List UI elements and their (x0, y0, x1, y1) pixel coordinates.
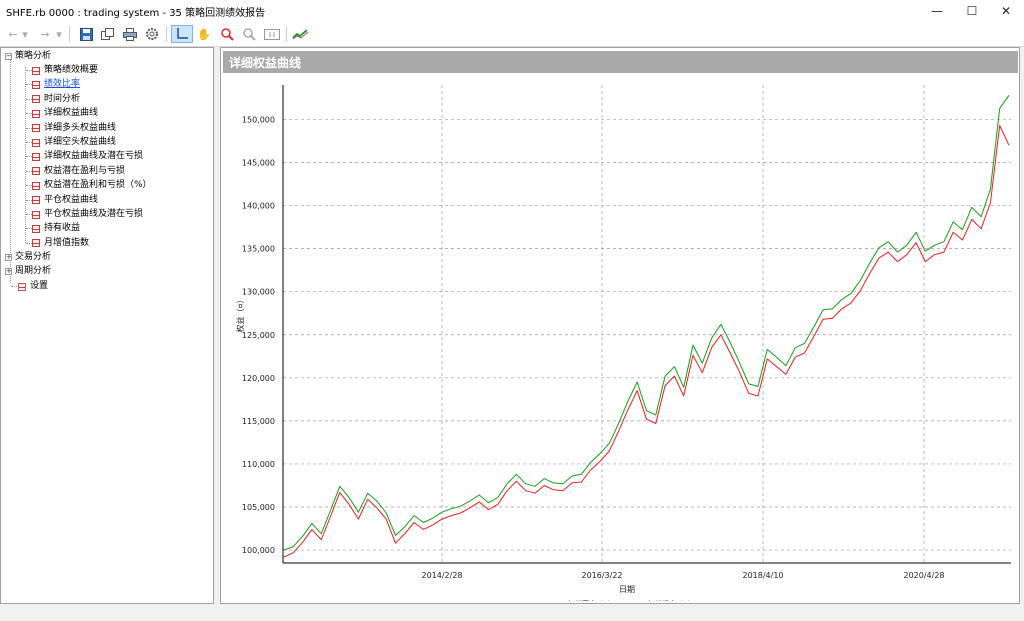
tree-item[interactable]: 权益潜在盈利与亏损 (32, 165, 125, 178)
y-tick-label: 120,000 (242, 374, 275, 383)
tree-item-label: 持有收益 (44, 223, 81, 234)
y-tick-label: 105,000 (242, 503, 275, 512)
table-icon (32, 95, 40, 104)
series-line-1 (283, 125, 1010, 558)
copy-icon[interactable] (99, 25, 117, 43)
chart-icon (32, 196, 40, 205)
tree-item-label: 权益潜在盈利和亏损（%） (44, 180, 152, 191)
tree-item[interactable]: 绩效比率 (32, 78, 80, 91)
chart-icon (32, 181, 40, 190)
tree-node-label: 策略分析 (15, 51, 52, 61)
table-icon (32, 66, 40, 75)
tree-item[interactable]: 详细空头权益曲线 (32, 136, 116, 149)
tree-item[interactable]: 平仓权益曲线 (32, 194, 98, 207)
tree-item[interactable]: 详细权益曲线 (32, 107, 98, 120)
hand-pan-icon[interactable]: ✋ (197, 27, 211, 41)
tree-item[interactable]: 详细多头权益曲线 (32, 122, 116, 135)
forward-dropdown-icon[interactable]: ▾ (56, 27, 62, 41)
zoom-out-icon[interactable] (240, 25, 258, 43)
y-tick-label: 130,000 (242, 288, 275, 297)
equity-report-icon[interactable] (290, 25, 310, 43)
chart-icon (32, 224, 40, 233)
y-tick-label: 145,000 (242, 159, 275, 168)
collapse-icon[interactable]: − (5, 52, 12, 60)
back-arrow-icon[interactable]: ← (8, 27, 18, 41)
window-title: SHFE.rb 0000 : trading system - 35 策略回测绩… (6, 8, 266, 19)
x-tick-label: 2016/3/22 (581, 571, 622, 580)
navigation-tree: − 策略分析 策略绩效概要 绩效比率时间分析详细权益曲线详细多头权益曲线 详细空头权… (0, 47, 214, 604)
tree-item-label: 平仓权益曲线及潜在亏损 (44, 209, 144, 219)
legend-label-0: 权益高点（¤） (568, 599, 614, 601)
chart-icon (32, 210, 40, 219)
tree-node-label: 交易分析 (15, 252, 52, 262)
tree-item[interactable]: 权益潜在盈利和亏损（%） (32, 179, 152, 192)
tree-item[interactable]: 持有收益 (32, 222, 80, 235)
y-tick-label: 150,000 (242, 115, 275, 124)
chart-icon (32, 167, 40, 176)
tree-item-label: 详细权益曲线 (44, 108, 99, 119)
tree-node-trade-analysis[interactable]: + 交易分析 (5, 251, 51, 264)
forward-arrow-icon[interactable]: → (40, 27, 50, 41)
tree-item-label: 策略绩效概要 (44, 65, 99, 75)
toolbar: ← ▾ → ▾ ✋ (0, 22, 1024, 47)
series-line-0 (283, 95, 1010, 551)
y-tick-label: 115,000 (242, 417, 275, 426)
x-tick-label: 2014/2/28 (421, 571, 462, 580)
tree-item[interactable]: 月增值指数 (32, 237, 89, 250)
y-tick-label: 135,000 (242, 245, 275, 254)
tree-node-label: 设置 (30, 281, 49, 291)
chart-icon (32, 239, 40, 248)
zoom-in-icon[interactable] (218, 25, 236, 43)
tree-item-label: 平仓权益曲线 (44, 194, 99, 205)
close-button[interactable]: ✕ (1000, 4, 1012, 18)
tree-node-period-analysis[interactable]: + 周期分析 (5, 265, 51, 278)
tree-item[interactable]: 详细权益曲线及潜在亏损 (32, 150, 143, 163)
chart-icon (32, 138, 40, 147)
x-tick-label: 2018/4/10 (742, 571, 783, 580)
chart-icon (32, 124, 40, 133)
expand-icon[interactable]: + (5, 267, 12, 275)
tree-item-label: 详细多头权益曲线 (44, 122, 117, 133)
back-dropdown-icon[interactable]: ▾ (22, 27, 28, 41)
tree-item-label: 绩效比率 (44, 79, 81, 90)
tree-item[interactable]: 平仓权益曲线及潜在亏损 (32, 208, 143, 221)
gear-icon[interactable] (143, 25, 161, 43)
save-icon[interactable] (77, 25, 95, 43)
grid-icon (18, 282, 26, 291)
fit-view-icon[interactable] (262, 25, 282, 43)
crosshair-cursor-icon[interactable] (171, 25, 193, 43)
tree-item-label: 详细权益曲线及潜在亏损 (44, 151, 144, 162)
maximize-button[interactable]: ☐ (966, 4, 978, 18)
tree-item[interactable]: 时间分析 (32, 93, 80, 106)
chart-icon (32, 109, 40, 118)
y-tick-label: 125,000 (242, 331, 275, 340)
tree-node-label: 周期分析 (15, 266, 52, 276)
y-axis-label: 权益（¤） (235, 295, 245, 332)
report-panel: 详细权益曲线 100,000 105,000 110,000 115,000 120,0… (220, 47, 1020, 604)
y-tick-label: 100,000 (242, 546, 275, 555)
tree-item[interactable]: 策略绩效概要 (32, 64, 98, 77)
tree-item-label: 月增值指数 (44, 237, 90, 248)
panel-title: 详细权益曲线 (229, 56, 302, 70)
tree-item-label: 详细空头权益曲线 (44, 137, 117, 147)
table-icon (32, 80, 40, 89)
x-tick-label: 2020/4/28 (903, 571, 944, 580)
equity-chart[interactable]: 100,000 105,000 110,000 115,000 120,000 125,0… (221, 76, 1019, 601)
window-titlebar: SHFE.rb 0000 : trading system - 35 策略回测绩… (0, 0, 1024, 22)
minimize-button[interactable]: — (931, 4, 943, 18)
print-icon[interactable] (121, 25, 139, 43)
y-tick-label: 140,000 (242, 202, 275, 211)
tree-item-label: 权益潜在盈利与亏损 (44, 165, 126, 176)
tree-node-settings[interactable]: 设置 (18, 280, 48, 293)
tree-item-label: 时间分析 (44, 93, 81, 104)
y-tick-label: 110,000 (242, 460, 275, 469)
expand-icon[interactable]: + (5, 253, 12, 261)
panel-header: 详细权益曲线 (223, 51, 1018, 73)
tree-node-strategy-analysis[interactable]: − 策略分析 (5, 50, 51, 63)
x-axis-label: 日期 (619, 585, 635, 594)
status-bar (0, 604, 1024, 621)
chart-icon (32, 152, 40, 161)
legend-label-1: 权益低点（¤） (648, 599, 694, 601)
